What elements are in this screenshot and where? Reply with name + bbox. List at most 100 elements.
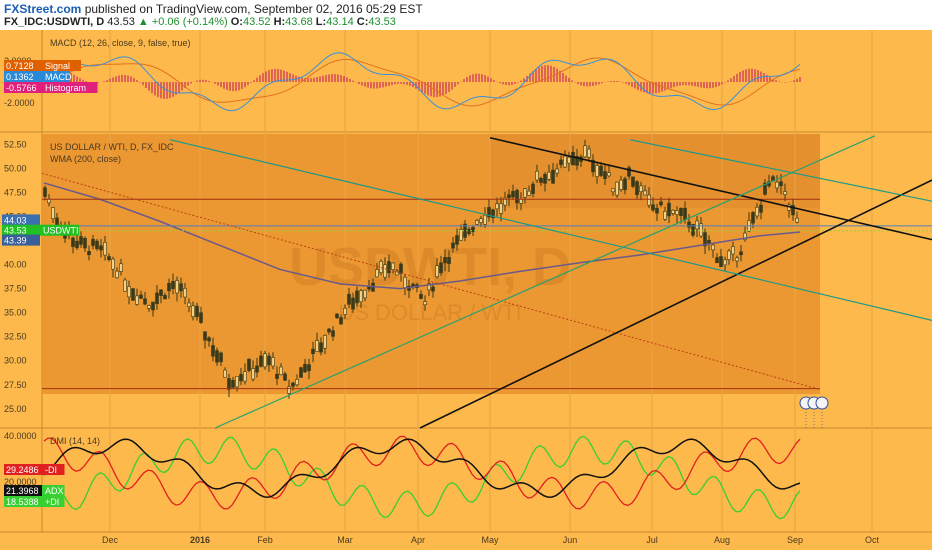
price-tick-label: 40.00 bbox=[4, 260, 27, 270]
candle-up bbox=[795, 217, 799, 223]
candle-up bbox=[479, 218, 483, 223]
candle-down bbox=[739, 251, 743, 256]
price-tick-label: 52.50 bbox=[4, 139, 27, 149]
price-tick-label: 27.50 bbox=[4, 380, 27, 390]
macd-title: MACD (12, 26, close, 9, false, true) bbox=[50, 38, 191, 48]
dmi-adx-line bbox=[43, 438, 801, 499]
dmi-minus-tag-value-bg bbox=[4, 464, 42, 475]
macd-tick-label: -2.0000 bbox=[4, 98, 35, 108]
time-axis-label: Dec bbox=[102, 535, 119, 545]
candle-down bbox=[651, 204, 655, 211]
value-tags: 0.7128 Signal 0.1362 MACD -0.5766 Histogram 44… bbox=[2, 60, 98, 507]
price-title: US DOLLAR / WTI, D, FX_IDC bbox=[50, 142, 174, 152]
candle-up bbox=[663, 211, 667, 220]
candle-down bbox=[283, 373, 287, 381]
candle-down bbox=[163, 295, 167, 300]
wma-title: WMA (200, close) bbox=[50, 154, 121, 164]
candle-down bbox=[683, 207, 687, 221]
candle-down bbox=[455, 235, 459, 245]
candle-up bbox=[639, 185, 643, 192]
candle-up bbox=[459, 229, 463, 241]
candle-up bbox=[567, 157, 571, 164]
candle-up bbox=[695, 220, 699, 230]
dmi-adx-tag-value-bg bbox=[4, 485, 42, 496]
candle-down bbox=[679, 207, 683, 216]
descending-trendline bbox=[489, 136, 932, 241]
candle-down bbox=[267, 355, 271, 366]
candle-up bbox=[783, 191, 787, 195]
candle-up bbox=[495, 203, 499, 210]
dmi-plus-tag-value: 18.5388 bbox=[6, 497, 39, 507]
candle-down bbox=[311, 348, 315, 354]
open-label: O: bbox=[230, 16, 243, 28]
candle-down bbox=[487, 207, 491, 218]
macd-macd-tag-value-bg bbox=[4, 71, 42, 82]
candle-up bbox=[735, 257, 739, 262]
candle-up bbox=[583, 145, 587, 158]
candle-up bbox=[607, 172, 611, 177]
macd-macd-tag-name: MACD bbox=[45, 72, 72, 82]
candle-down bbox=[559, 159, 563, 165]
candle-down bbox=[507, 194, 511, 198]
wma-line bbox=[43, 182, 801, 290]
price-tag-wma-value: 43.39 bbox=[4, 236, 27, 246]
dmi-adx-tag-name: ADX bbox=[45, 486, 64, 496]
candle-up bbox=[51, 207, 55, 219]
candle-up bbox=[175, 280, 179, 294]
candle-up bbox=[235, 376, 239, 388]
chart-canvas[interactable]: USDWTI, DUS DOLLAR / WTI 52.50 50.00 47.50… bbox=[0, 30, 932, 550]
candle-up bbox=[555, 168, 559, 174]
candle-up bbox=[595, 165, 599, 177]
candle-down bbox=[543, 173, 547, 184]
candle-down bbox=[219, 352, 223, 363]
candle-up bbox=[647, 194, 651, 206]
candle-down bbox=[687, 221, 691, 228]
macd-signal-tag-name: Signal bbox=[45, 61, 70, 71]
dmi-minus-line bbox=[43, 435, 801, 510]
candle-down bbox=[511, 191, 515, 198]
ohlc-line: FX_IDC:USDWTI, D 43.53 ▲ +0.06 (+0.14%) … bbox=[4, 16, 396, 28]
candle-down bbox=[447, 257, 451, 264]
dotted-trend-line bbox=[41, 172, 821, 391]
price-tick-label: 50.00 bbox=[4, 164, 27, 174]
dmi-minus-tag-name-bg bbox=[42, 464, 65, 475]
time-axis-label: Mar bbox=[337, 535, 353, 545]
candle-up bbox=[519, 198, 523, 204]
candle-up bbox=[535, 170, 539, 181]
candle-down bbox=[207, 337, 211, 342]
misc-marks bbox=[799, 396, 829, 430]
macd-histogram-tag-name: Histogram bbox=[45, 83, 86, 93]
candle-down bbox=[75, 240, 79, 249]
candle-down bbox=[151, 301, 155, 311]
candle-down bbox=[199, 312, 203, 323]
candle-down bbox=[79, 236, 83, 245]
candle-up bbox=[115, 270, 119, 279]
candle-up bbox=[111, 258, 115, 270]
candle-down bbox=[431, 286, 435, 292]
brand-link[interactable]: FXStreet.com bbox=[4, 2, 82, 16]
chart-area[interactable]: USDWTI, D US DOLLAR / WTI 52.50 50.00 47.50… bbox=[0, 30, 932, 550]
price-tag-44-value: 44.03 bbox=[4, 215, 27, 225]
candle-up bbox=[123, 279, 127, 292]
candle-down bbox=[275, 373, 279, 379]
candle-down bbox=[631, 176, 635, 187]
candle-down bbox=[627, 167, 631, 177]
dmi-plus-tag-name: +DI bbox=[45, 497, 59, 507]
candle-down bbox=[71, 237, 75, 247]
candle-down bbox=[623, 178, 627, 191]
macd-signal-tag-value-bg bbox=[4, 60, 42, 71]
teal-channel-upper bbox=[629, 139, 932, 202]
dmi-minus-tag-name: -DI bbox=[45, 465, 57, 475]
price-tag-last-name: USDWTI bbox=[43, 226, 79, 236]
candle-down bbox=[791, 205, 795, 216]
candle-up bbox=[191, 305, 195, 317]
candle-up bbox=[251, 368, 255, 380]
candle-up bbox=[615, 181, 619, 196]
price-change: ▲ +0.06 (+0.14%) bbox=[137, 16, 228, 28]
candle-down bbox=[635, 181, 639, 195]
candle-up bbox=[619, 179, 623, 190]
price-tick-label: 25.00 bbox=[4, 404, 27, 414]
publish-text: published on TradingView.com, September … bbox=[81, 2, 423, 16]
candle-down bbox=[167, 283, 171, 292]
candle-up bbox=[499, 203, 503, 214]
